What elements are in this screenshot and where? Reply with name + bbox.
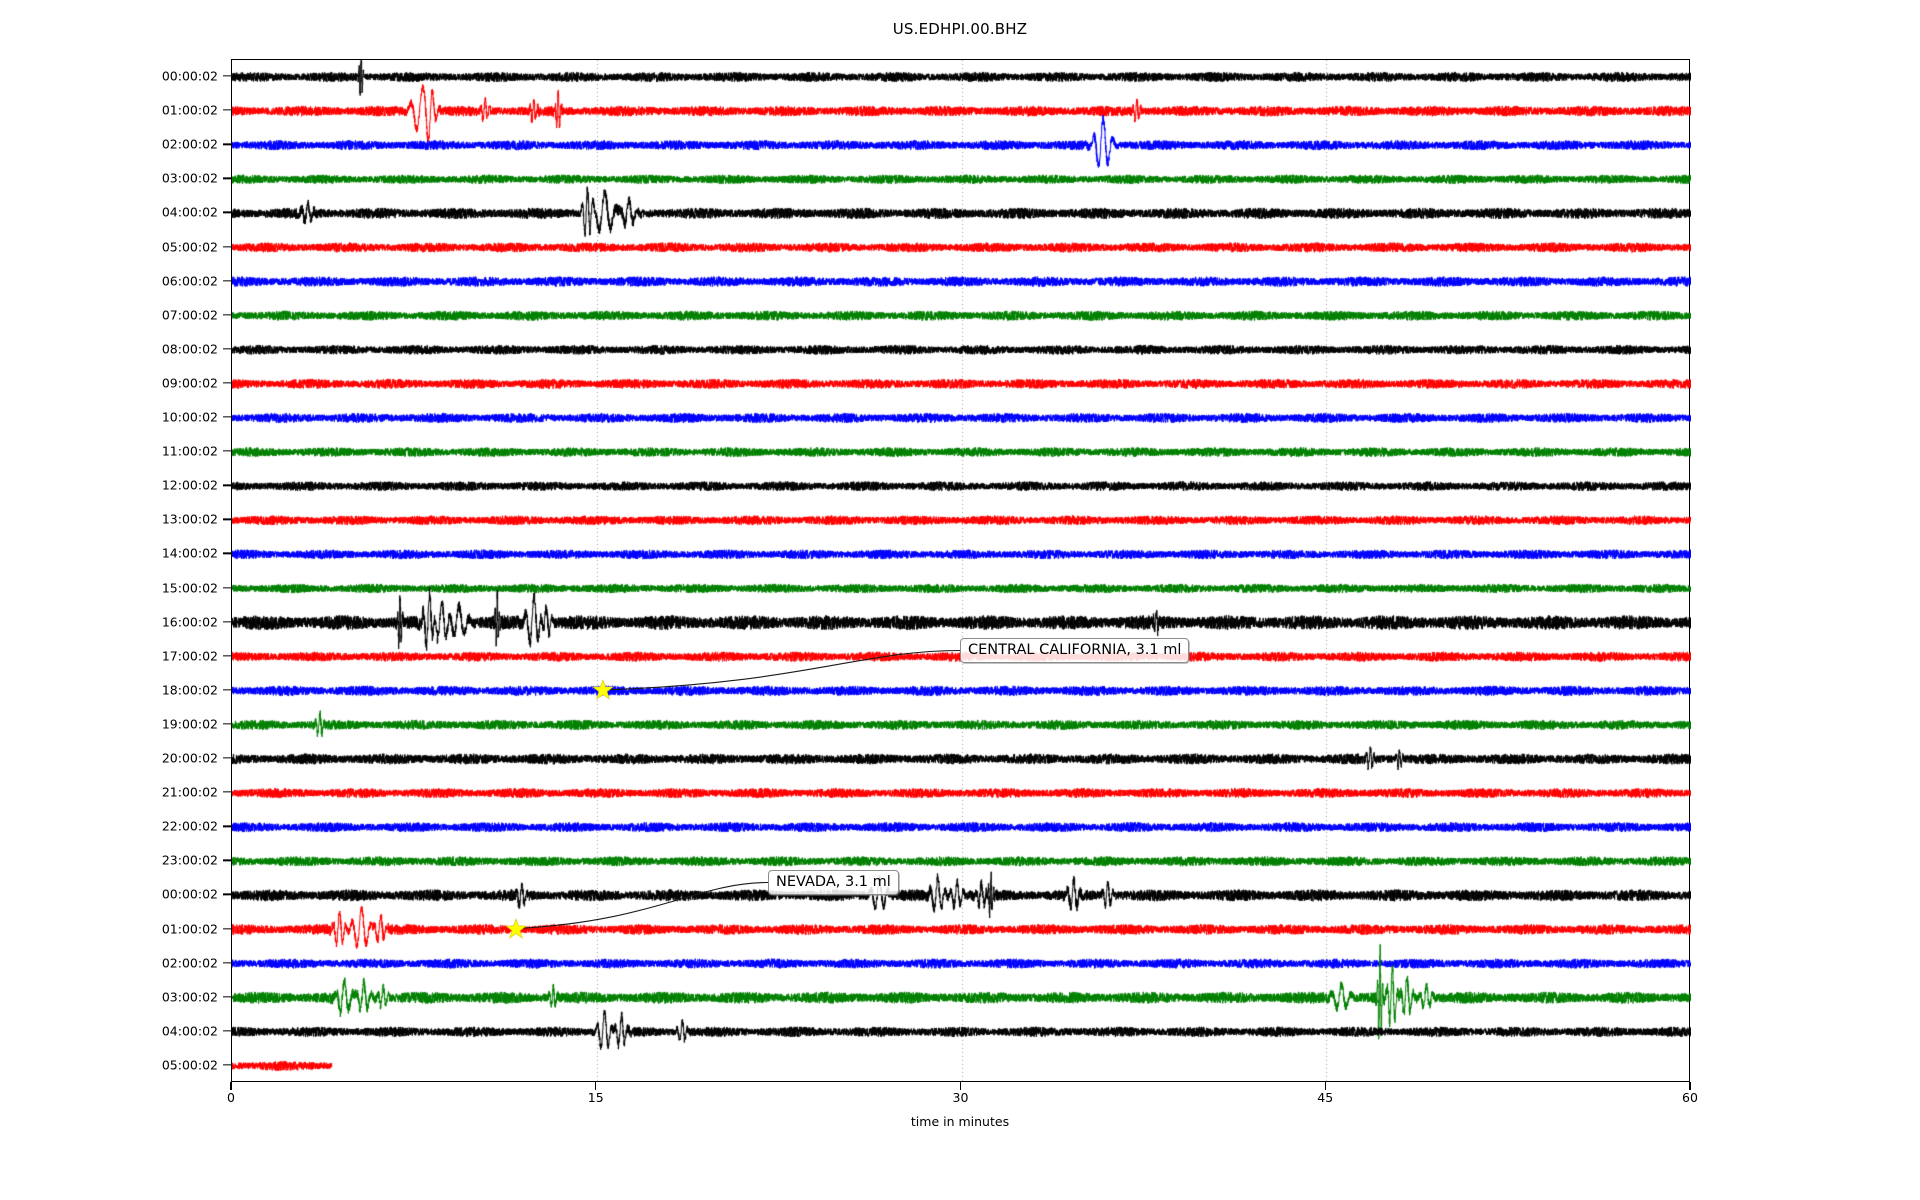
y-tick-label: 08:00:02 <box>161 341 218 357</box>
page-title: US.EDHPI.00.BHZ <box>892 20 1028 38</box>
y-tick-label: 21:00:02 <box>161 784 218 800</box>
y-tick-mark <box>223 518 232 520</box>
x-tick-label: 30 <box>952 1090 969 1105</box>
y-tick-mark <box>223 655 232 657</box>
x-tick-mark <box>1324 1082 1326 1090</box>
y-tick-mark <box>223 791 232 793</box>
y-tick-label: 03:00:02 <box>161 170 218 186</box>
y-tick-mark <box>223 177 232 179</box>
y-tick-mark <box>223 484 232 486</box>
y-tick-label: 04:00:02 <box>161 204 218 220</box>
y-tick-mark <box>223 314 232 316</box>
y-tick-mark <box>223 348 232 350</box>
y-tick-label: 23:00:02 <box>161 852 218 868</box>
y-tick-label: 04:00:02 <box>161 1023 218 1039</box>
y-tick-label: 17:00:02 <box>161 648 218 664</box>
y-tick-label: 05:00:02 <box>161 239 218 255</box>
y-tick-mark <box>223 689 232 691</box>
y-tick-mark <box>223 382 232 384</box>
y-tick-label: 00:00:02 <box>161 886 218 902</box>
y-tick-mark <box>223 757 232 759</box>
x-tick-label: 45 <box>1317 1090 1334 1105</box>
y-tick-mark <box>223 893 232 896</box>
y-tick-label: 05:00:02 <box>161 1057 218 1073</box>
y-tick-mark <box>223 961 232 964</box>
y-tick-label: 09:00:02 <box>161 375 218 391</box>
x-tick-mark <box>595 1082 597 1090</box>
x-tick-mark <box>959 1082 962 1090</box>
y-tick-label: 22:00:02 <box>161 818 218 834</box>
y-tick-label: 11:00:02 <box>161 443 218 459</box>
y-tick-label: 20:00:02 <box>161 750 218 766</box>
y-tick-mark <box>223 996 232 998</box>
y-tick-mark <box>223 450 232 452</box>
y-tick-label: 16:00:02 <box>161 614 218 630</box>
x-tick-label: 60 <box>1682 1090 1698 1105</box>
y-tick-mark <box>223 825 232 827</box>
y-tick-mark <box>223 245 232 248</box>
y-tick-mark <box>223 143 232 145</box>
x-tick-mark <box>230 1082 232 1090</box>
y-tick-mark <box>223 620 232 623</box>
plot-area <box>231 59 1691 1083</box>
y-tick-label: 06:00:02 <box>161 273 218 289</box>
y-tick-label: 14:00:02 <box>161 545 218 561</box>
x-tick-label: 0 <box>227 1090 235 1105</box>
y-tick-label: 18:00:02 <box>161 682 218 698</box>
y-tick-mark <box>223 859 232 861</box>
y-tick-mark <box>223 927 232 930</box>
y-tick-label: 03:00:02 <box>161 989 218 1005</box>
y-tick-mark <box>223 552 232 555</box>
event-annotation-label[interactable]: CENTRAL CALIFORNIA, 3.1 ml <box>960 638 1190 663</box>
y-tick-label: 01:00:02 <box>161 921 218 937</box>
y-tick-mark <box>223 1030 232 1032</box>
y-tick-label: 00:00:02 <box>161 68 218 84</box>
y-tick-mark <box>223 279 232 282</box>
y-tick-label: 02:00:02 <box>161 136 218 152</box>
y-tick-mark <box>223 211 232 214</box>
y-tick-mark <box>223 75 232 77</box>
y-tick-mark <box>223 723 232 725</box>
x-tick-label: 15 <box>587 1090 604 1105</box>
y-tick-label: 07:00:02 <box>161 307 218 323</box>
x-axis-label: time in minutes <box>910 1114 1010 1129</box>
y-tick-label: 19:00:02 <box>161 716 218 732</box>
x-tick-mark <box>1689 1082 1691 1090</box>
y-tick-mark <box>223 1064 232 1066</box>
y-tick-label: 02:00:02 <box>161 955 218 971</box>
event-annotation-label[interactable]: NEVADA, 3.1 ml <box>768 870 899 895</box>
y-tick-label: 12:00:02 <box>161 477 218 493</box>
y-tick-label: 01:00:02 <box>161 102 218 118</box>
seismic-traces-layer <box>232 60 1691 1083</box>
y-tick-mark <box>223 586 232 589</box>
y-tick-mark <box>223 109 232 111</box>
y-tick-label: 13:00:02 <box>161 511 218 527</box>
y-tick-mark <box>223 416 232 418</box>
y-tick-label: 10:00:02 <box>161 409 218 425</box>
y-tick-label: 15:00:02 <box>161 580 218 596</box>
